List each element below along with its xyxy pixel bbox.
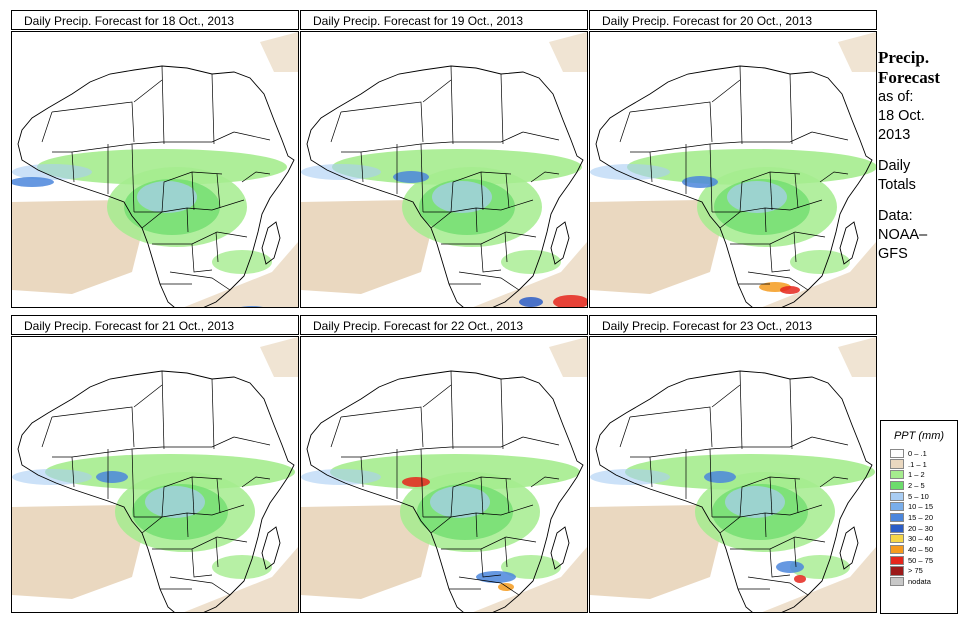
legend-label: > 75 <box>908 566 923 576</box>
sidebar-heading-1: Precip. <box>878 48 930 67</box>
legend-swatch <box>890 459 904 469</box>
legend-swatch <box>890 555 904 565</box>
sidebar-daily: Daily <box>878 158 911 174</box>
forecast-panel-2: Daily Precip. Forecast for 19 Oct., 2013 <box>300 10 588 308</box>
panel-title: Daily Precip. Forecast for 20 Oct., 2013 <box>589 10 877 30</box>
legend-label: 40 – 50 <box>908 545 934 555</box>
legend-item: 50 – 75 <box>890 555 957 566</box>
legend-swatch <box>890 491 904 501</box>
legend-label: 2 – 5 <box>908 480 925 490</box>
legend-label: 5 – 10 <box>908 491 929 501</box>
precip-map <box>589 336 877 613</box>
panel-title: Daily Precip. Forecast for 21 Oct., 2013 <box>11 315 299 335</box>
legend-item: 40 – 50 <box>890 544 957 555</box>
legend-swatch <box>890 523 904 533</box>
legend-swatch <box>890 480 904 490</box>
legend-item: 0 – .1 <box>890 448 957 459</box>
legend-label: .1 – 1 <box>908 459 927 469</box>
precip-map <box>11 336 299 613</box>
legend-swatch <box>890 502 904 512</box>
panel-title: Daily Precip. Forecast for 18 Oct., 2013 <box>11 10 299 30</box>
legend-label: 20 – 30 <box>908 523 934 533</box>
legend-label: nodata <box>908 577 931 587</box>
precip-map <box>11 31 299 308</box>
panel-title: Daily Precip. Forecast for 23 Oct., 2013 <box>589 315 877 335</box>
sidebar-source-2: GFS <box>878 246 908 262</box>
legend-item: 30 – 40 <box>890 534 957 545</box>
legend-item: 2 – 5 <box>890 480 957 491</box>
sidebar-data-label: Data: <box>878 208 913 224</box>
legend-item: > 75 <box>890 566 957 577</box>
legend-swatch <box>890 512 904 523</box>
legend-label: 15 – 20 <box>908 512 934 522</box>
legend-swatch <box>890 470 904 480</box>
forecast-panel-5: Daily Precip. Forecast for 22 Oct., 2013 <box>300 315 588 613</box>
legend-swatch <box>890 577 904 587</box>
panel-title: Daily Precip. Forecast for 19 Oct., 2013 <box>300 10 588 30</box>
legend-label: 30 – 40 <box>908 534 934 544</box>
legend-item: 1 – 2 <box>890 469 957 480</box>
legend-swatch <box>890 534 904 544</box>
legend-item: 5 – 10 <box>890 491 957 502</box>
sidebar-asof: as of: <box>878 89 914 105</box>
legend-title: PPT (mm) <box>893 430 945 442</box>
precip-map <box>300 336 588 613</box>
forecast-panel-6: Daily Precip. Forecast for 23 Oct., 2013 <box>589 315 877 613</box>
legend-label: 1 – 2 <box>908 470 925 480</box>
legend-label: 50 – 75 <box>908 555 934 565</box>
legend-item: .1 – 1 <box>890 459 957 470</box>
legend-label: 10 – 15 <box>908 502 934 512</box>
forecast-panel-3: Daily Precip. Forecast for 20 Oct., 2013 <box>589 10 877 308</box>
legend-swatch <box>890 544 904 555</box>
sidebar-heading-2: Forecast <box>878 68 940 87</box>
precip-map <box>300 31 588 308</box>
forecast-panel-1: Daily Precip. Forecast for 18 Oct., 2013 <box>11 10 299 308</box>
legend-swatch <box>890 566 904 576</box>
sidebar-date-2: 2013 <box>878 127 911 143</box>
sidebar-totals: Totals <box>878 177 916 193</box>
legend-label: 0 – .1 <box>908 448 927 458</box>
forecast-panel-4: Daily Precip. Forecast for 21 Oct., 2013 <box>11 315 299 613</box>
sidebar-date-1: 18 Oct. <box>878 108 925 124</box>
precip-map <box>589 31 877 308</box>
panel-title: Daily Precip. Forecast for 22 Oct., 2013 <box>300 315 588 335</box>
sidebar-source-1: NOAA– <box>878 227 928 243</box>
legend-item: 10 – 15 <box>890 501 957 512</box>
legend-swatch <box>890 448 904 458</box>
legend-item: 20 – 30 <box>890 523 957 534</box>
legend-item: 15 – 20 <box>890 512 957 523</box>
legend-item: nodata <box>890 576 957 587</box>
sidebar-info: Precip. Forecast as of: 18 Oct. 2013 Dai… <box>878 48 964 264</box>
